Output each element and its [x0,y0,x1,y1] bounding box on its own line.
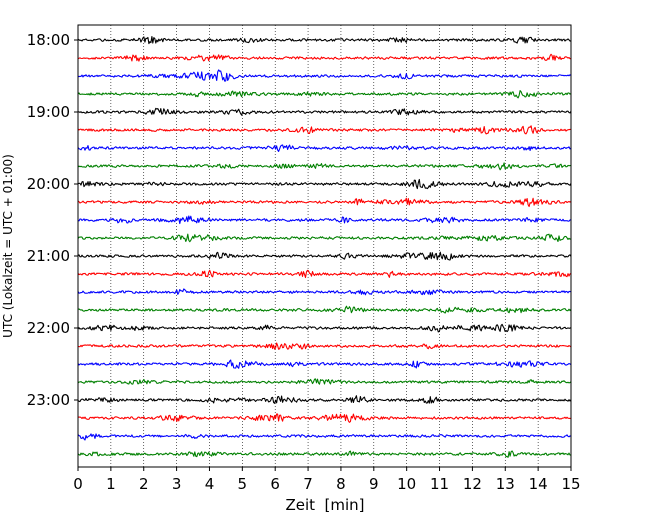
seismogram-trace [77,162,572,171]
x-axis: 0 1 2 3 4 5 6 7 8 9 10 11 12 13 14 15 [73,467,581,493]
seismogram-trace [77,288,572,296]
x-tick-label: 11 [430,475,449,493]
y-tick-label: 22:00 [27,319,70,337]
traces [77,36,572,458]
y-axis-label: UTC (Lokalzeit = UTC + 01:00) [1,154,15,338]
x-axis-label: Zeit [min] [285,496,364,514]
plot-frame [77,24,572,468]
y-tick-label: 20:00 [27,175,70,193]
seismogram-trace [77,69,572,82]
y-tick-label: 23:00 [27,391,70,409]
x-tick-label: 8 [336,475,346,493]
y-tick-label: 18:00 [27,31,70,49]
seismogram-trace [77,269,572,279]
seismogram-trace [77,251,572,261]
x-tick-label: 9 [369,475,379,493]
seismogram-trace [77,413,572,423]
x-tick-label: 12 [463,475,482,493]
y-tick-label: 19:00 [27,103,70,121]
seismogram-trace [77,90,572,99]
seismogram-trace [77,107,572,116]
x-tick-label: 6 [270,475,280,493]
seismogram-trace [77,395,572,404]
seismogram-trace [77,53,572,62]
y-tick-label: 21:00 [27,247,70,265]
seismogram-trace [77,323,572,333]
x-tick-label: 14 [529,475,548,493]
seismogram-trace [77,433,572,441]
x-tick-label: 7 [303,475,313,493]
seismogram-trace [77,215,572,225]
seismogram-trace [77,233,572,243]
seismogram-trace [77,450,572,458]
seismogram-trace [77,36,572,45]
x-tick-label: 15 [561,475,580,493]
seismogram-trace [77,305,572,314]
x-tick-label: 2 [139,475,149,493]
x-tick-label: 0 [73,475,83,493]
seismogram-trace [77,359,572,369]
y-axis: 18:00 19:00 20:00 21:00 22:00 23:00 [27,31,78,409]
x-tick-label: 13 [496,475,515,493]
seismogram-trace [77,197,572,208]
x-tick-label: 1 [106,475,116,493]
seismogram-trace [77,342,572,350]
x-tick-label: 3 [172,475,182,493]
seismogram-trace [77,178,572,190]
x-tick-label: 5 [238,475,248,493]
seismogram-trace [77,144,572,153]
seismogram-trace [77,378,572,385]
x-tick-label: 4 [205,475,215,493]
seismogram-trace [77,125,572,135]
x-tick-label: 10 [397,475,416,493]
